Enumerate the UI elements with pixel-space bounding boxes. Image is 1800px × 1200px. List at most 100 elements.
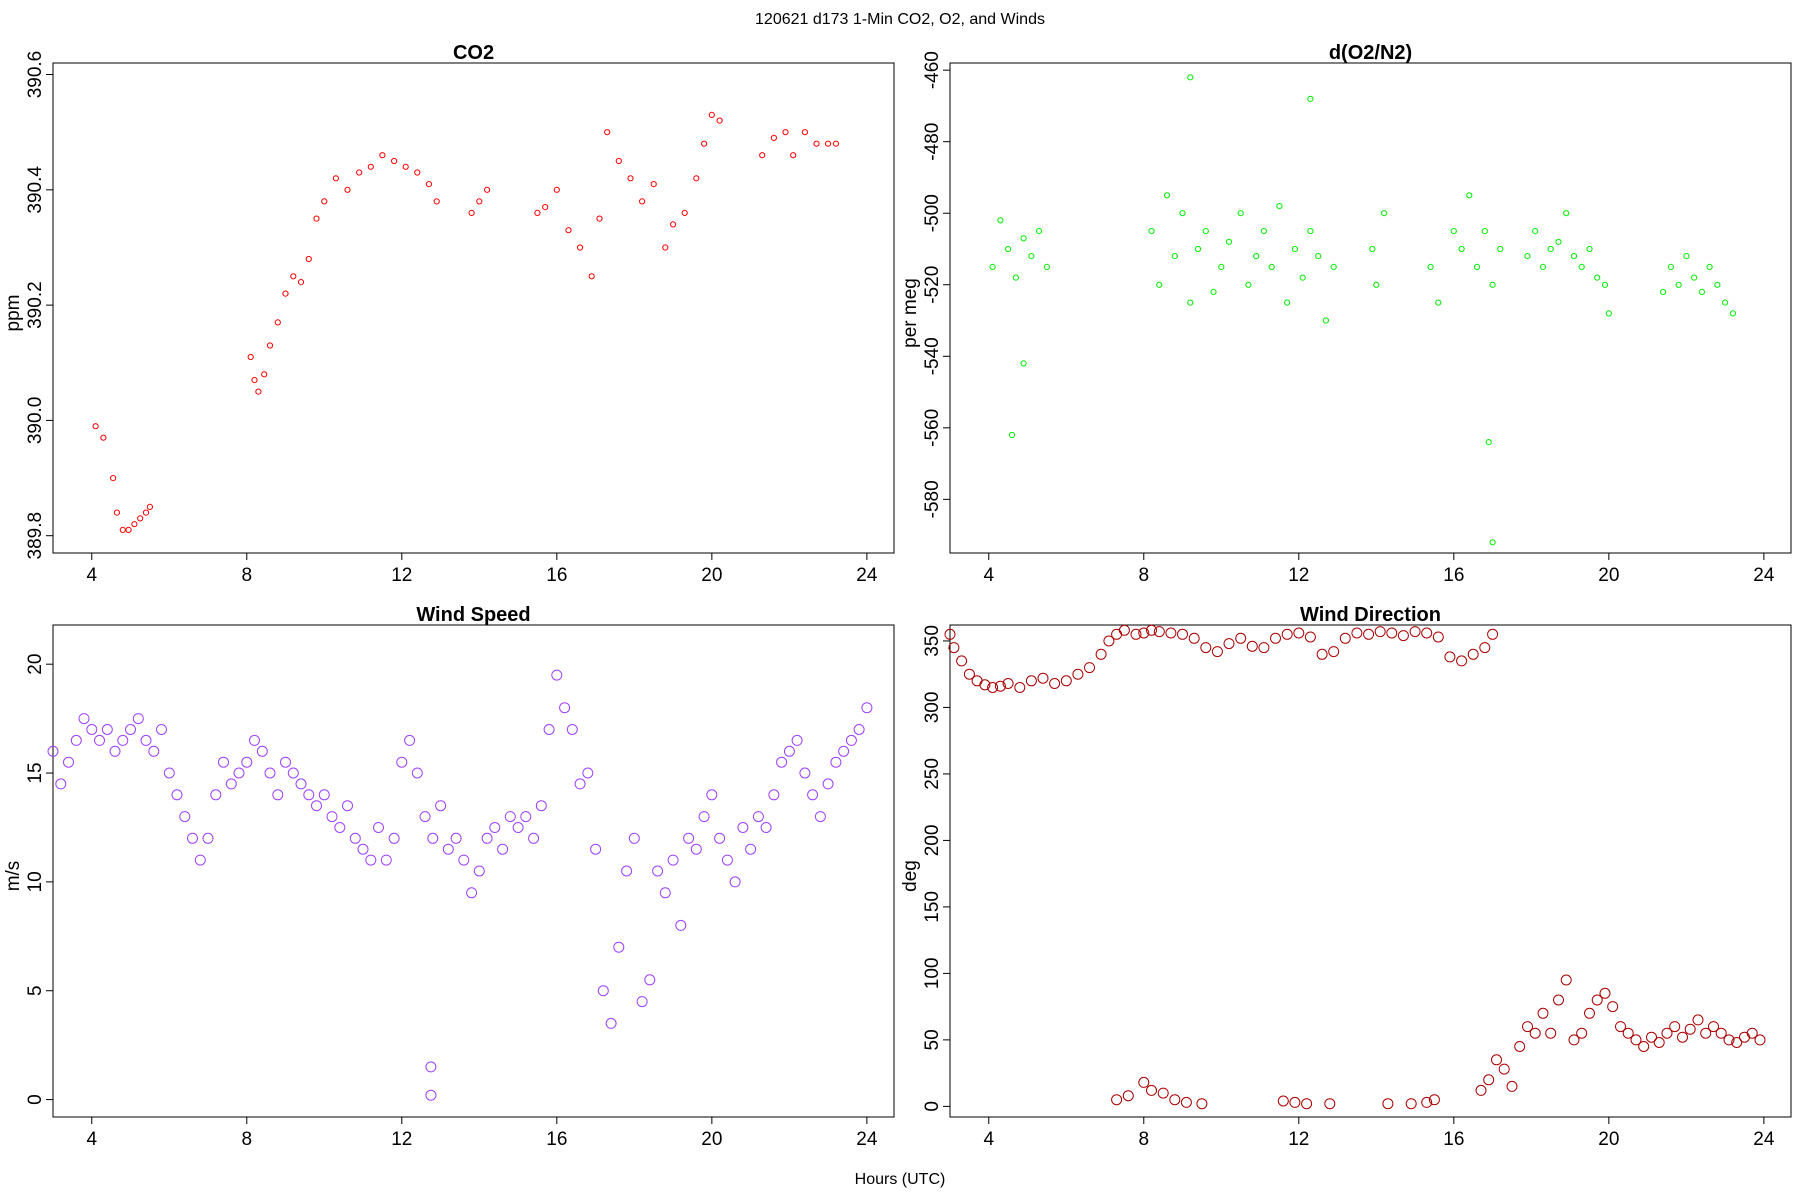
chart2-data-point: [1497, 245, 1504, 253]
chart4-data-point: [1060, 675, 1072, 687]
chart3-data-point: [690, 843, 702, 855]
chart3-data-point: [148, 745, 160, 757]
chart4-data-point: [1506, 1080, 1518, 1092]
chart4-plot-frame: [949, 624, 1792, 1118]
chart4-data-point: [1397, 630, 1409, 642]
chart3-data-point: [466, 887, 478, 899]
chart3-data-point: [435, 800, 447, 812]
chart2-data-point: [1373, 281, 1380, 288]
chart4-y-tick-label: 300: [922, 692, 943, 724]
chart1-data-point: [110, 475, 117, 482]
chart2-data-point: [1245, 281, 1252, 288]
chart3-data-point: [233, 767, 245, 779]
x-axis-title: Hours (UTC): [855, 1171, 946, 1188]
chart3-x-tick-label: 20: [701, 1129, 722, 1150]
chart4-data-point: [1560, 974, 1572, 986]
chart1-data-point: [379, 152, 386, 159]
chart3-data-point: [187, 832, 198, 844]
chart4-x-tick-label: 12: [1288, 1129, 1309, 1150]
chart4-data-point: [1277, 1095, 1289, 1107]
chart1-data-point: [716, 117, 723, 124]
chart4-title: Wind Direction: [1300, 604, 1441, 626]
chart3-data-point: [396, 756, 408, 768]
chart2-y-tick-label: -580: [922, 480, 943, 518]
chart2-y-tick-label: -500: [922, 194, 943, 232]
chart4-x-tick-label: 8: [1138, 1129, 1149, 1150]
chart1-data-point: [565, 227, 572, 234]
chart3-data-point: [652, 865, 664, 877]
chart1-data-point: [553, 186, 560, 193]
chart3-data-point: [512, 822, 524, 833]
chart2-x-tick-label: 24: [1753, 565, 1775, 586]
chart3-panel: Wind Speed m/s 4 8 12 16 20 24 0 5 10 15 20: [3, 604, 895, 1150]
chart4-data-point: [1351, 627, 1363, 639]
chart4-data-point: [1324, 1098, 1336, 1110]
chart1-data-point: [476, 198, 483, 205]
chart4-data-point: [994, 680, 1006, 692]
chart1-data-point: [282, 290, 289, 297]
chart1-data-point: [131, 521, 138, 528]
chart1-data-point: [425, 181, 432, 188]
chart3-y-tick-label: 10: [25, 871, 46, 892]
chart4-data-point: [1708, 1021, 1719, 1033]
chart4-data-point: [1677, 1031, 1688, 1043]
chart4-data-point: [1700, 1027, 1712, 1039]
chart4-data-point: [1630, 1034, 1642, 1046]
chart4-data-point: [979, 679, 991, 691]
chart4-data-point: [1475, 1084, 1487, 1096]
chart3-x-tick-label: 8: [241, 1129, 252, 1150]
chart1-y-tick-label: 389.8: [25, 512, 46, 560]
chart2-title: d(O2/N2): [1329, 42, 1412, 64]
chart3-y-axis-title: m/s: [3, 861, 24, 892]
chart4-data-point: [1146, 624, 1157, 636]
chart4-data-point: [1165, 627, 1177, 639]
chart3-data-point: [210, 789, 222, 801]
chart1-data-point: [297, 279, 305, 286]
chart2-data-point: [1714, 281, 1721, 288]
chart2-data-point: [1187, 299, 1194, 306]
chart3-data-point: [636, 996, 648, 1008]
chart3-data-point: [683, 832, 695, 844]
chart4-data-point: [1537, 1007, 1549, 1019]
chart3-data-point: [644, 974, 656, 986]
chart3-y-tick-label: 20: [25, 654, 46, 675]
chart2-data-point: [1683, 253, 1690, 260]
chart2-y-tick-label: -560: [922, 409, 943, 447]
chart1-y-tick-label: 390.2: [25, 281, 46, 329]
chart1-data-point: [414, 169, 421, 176]
chart4-data-point: [1169, 1094, 1181, 1106]
chart4-data-point: [1684, 1023, 1696, 1035]
chart3-data-point: [256, 745, 268, 757]
chart3-data-point: [171, 789, 183, 801]
chart4-panel: Wind Direction deg 4 8 12 16 20 24 0 50 100 150 200 2…: [900, 604, 1792, 1150]
chart2-data-point: [1268, 263, 1275, 270]
chart3-data-point: [140, 734, 152, 746]
chart4-data-point: [987, 682, 999, 693]
chart2-data-point: [1481, 228, 1488, 235]
chart2-data-point: [1532, 228, 1539, 235]
chart2-data-point: [1148, 228, 1155, 235]
chart4-data-point: [1111, 1094, 1123, 1106]
chart4-data-point: [956, 655, 968, 667]
chart4-data-point: [1405, 1098, 1417, 1110]
chart3-data-point: [776, 756, 788, 768]
chart1-data-point: [770, 134, 778, 141]
chart3-data-point: [311, 800, 322, 812]
chart4-data-point: [1339, 632, 1351, 644]
chart4-data-point: [1638, 1041, 1650, 1052]
chart3-data-point: [791, 734, 803, 746]
chart2-data-point: [1307, 95, 1314, 102]
chart2-data-point: [1578, 263, 1585, 270]
chart1-data-point: [367, 163, 374, 170]
chart4-y-tick-label: 200: [922, 825, 943, 857]
chart4-y-tick-label: 100: [922, 958, 943, 990]
chart1-x-tick-label: 12: [391, 565, 412, 586]
chart4-data-point: [1746, 1027, 1758, 1039]
chart4-data-point: [1301, 1098, 1313, 1110]
chart4-data-point: [1568, 1034, 1580, 1046]
chart3-data-point: [822, 778, 834, 790]
chart4-data-point: [1146, 1084, 1157, 1096]
chart2-data-point: [1012, 274, 1020, 281]
chart2-data-point: [1330, 263, 1337, 270]
chart4-data-point: [1576, 1027, 1588, 1039]
